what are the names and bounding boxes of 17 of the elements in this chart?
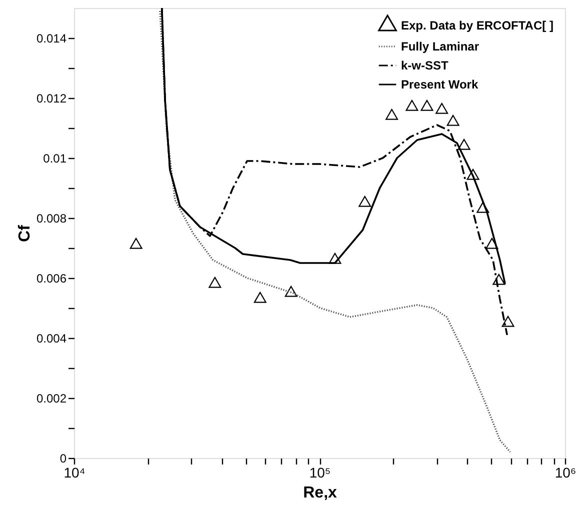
y-tick-label: 0.014 <box>36 32 67 46</box>
y-tick-label: 0.012 <box>36 92 67 106</box>
legend-label: Exp. Data by ERCOFTAC[ ] <box>401 18 554 32</box>
y-axis-title: Cf <box>16 224 34 242</box>
y-tick-label: 0.002 <box>36 392 67 406</box>
legend-label: Fully Laminar <box>401 40 480 54</box>
x-tick-label: 10⁶ <box>554 464 576 480</box>
y-tick-label: 0.006 <box>36 272 67 286</box>
y-tick-label: 0.01 <box>43 152 67 166</box>
y-tick-label: 0 <box>60 452 67 466</box>
x-tick-label: 10⁴ <box>64 464 86 480</box>
legend-label: Present Work <box>401 78 478 92</box>
x-axis-title: Re,x <box>303 484 337 502</box>
x-tick-label: 10⁵ <box>309 464 331 480</box>
y-tick-label: 0.008 <box>36 212 67 226</box>
legend-label: k-w-SST <box>401 58 450 72</box>
y-tick-label: 0.004 <box>36 332 67 346</box>
